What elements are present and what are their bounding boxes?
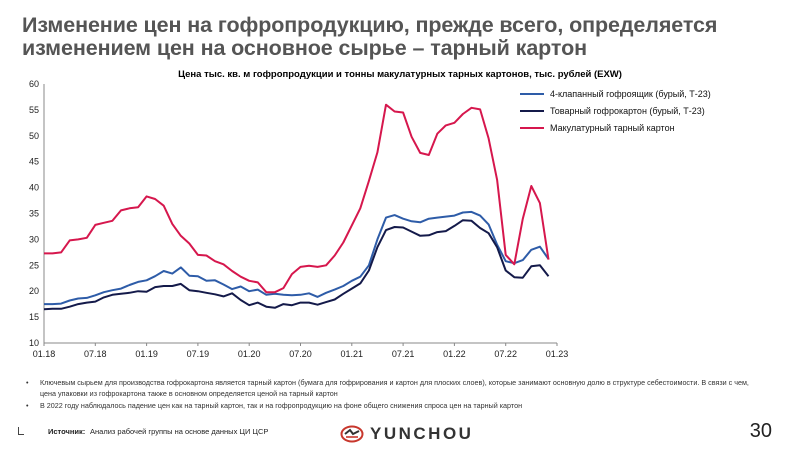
series-line-1 bbox=[43, 219, 550, 311]
x-tick-label: 07.19 bbox=[187, 349, 210, 359]
x-tick-label: 01.23 bbox=[546, 349, 569, 359]
legend-label: Макулатурный тарный картон bbox=[550, 122, 675, 133]
source-text: Анализ рабочей группы на основе данных Ц… bbox=[90, 427, 269, 436]
slide-footer: Источник: Анализ рабочей группы на основ… bbox=[18, 420, 788, 448]
source-label: Источник: bbox=[48, 427, 86, 436]
bullet-item: • В 2022 году наблюдалось падение цен ка… bbox=[26, 401, 766, 412]
page-number: 30 bbox=[749, 420, 772, 442]
bullet-text: В 2022 году наблюдалось падение цен как … bbox=[40, 401, 523, 410]
y-tick-label: 60 bbox=[29, 79, 39, 89]
series-line-0 bbox=[44, 210, 550, 306]
price-line-chart: 10 15 20 25 30 35 40 45 50 55 60 01.18 07.18 01.19 07… bbox=[29, 79, 569, 359]
logo-mark-icon bbox=[340, 425, 364, 443]
x-tick-label: 01.18 bbox=[33, 349, 56, 359]
bullet-icon: • bbox=[26, 401, 29, 410]
y-tick-label: 50 bbox=[29, 131, 39, 141]
y-tick-label: 20 bbox=[29, 286, 39, 296]
x-tick-label: 01.19 bbox=[135, 349, 158, 359]
chart-axes bbox=[43, 84, 557, 344]
y-tick-label: 45 bbox=[29, 157, 39, 167]
y-tick-label: 10 bbox=[29, 338, 39, 348]
y-tick-label: 35 bbox=[29, 209, 39, 219]
y-tick-label: 40 bbox=[29, 183, 39, 193]
x-tick-label: 07.20 bbox=[289, 349, 312, 359]
y-tick-label: 25 bbox=[29, 260, 39, 270]
legend-item: Макулатурный тарный картон bbox=[520, 119, 711, 136]
y-tick-label: 15 bbox=[29, 312, 39, 322]
series-line-2 bbox=[44, 103, 550, 294]
chart-legend: 4-клапанный гофроящик (бурый, Т-23) Това… bbox=[520, 85, 711, 136]
bullet-icon: • bbox=[26, 378, 29, 387]
x-tick-label: 01.20 bbox=[238, 349, 261, 359]
bullet-list: • Ключевым сырьем для производства гофро… bbox=[26, 378, 766, 414]
company-logo: YUNCHOU bbox=[340, 424, 473, 444]
bullet-text: Ключевым сырьем для производства гофрока… bbox=[40, 378, 749, 398]
legend-swatch-blue bbox=[520, 92, 544, 95]
legend-swatch-red bbox=[520, 126, 544, 129]
slide-title: Изменение цен на гофропродукцию, прежде … bbox=[22, 13, 718, 60]
legend-item: 4-клапанный гофроящик (бурый, Т-23) bbox=[520, 85, 711, 102]
series-lines bbox=[43, 103, 550, 311]
y-tick-label: 30 bbox=[29, 234, 39, 244]
x-tick-label: 07.18 bbox=[84, 349, 107, 359]
x-tick-label: 07.22 bbox=[494, 349, 517, 359]
x-tick-label: 01.21 bbox=[341, 349, 364, 359]
x-tick-label: 07.21 bbox=[392, 349, 415, 359]
bullet-item: • Ключевым сырьем для производства гофро… bbox=[26, 378, 766, 399]
x-tick-label: 01.22 bbox=[443, 349, 466, 359]
legend-label: 4-клапанный гофроящик (бурый, Т-23) bbox=[550, 88, 711, 99]
logo-text: YUNCHOU bbox=[370, 424, 474, 443]
legend-label: Товарный гофрокартон (бурый, Т-23) bbox=[550, 105, 705, 116]
y-axis-ticks: 10 15 20 25 30 35 40 45 50 55 60 bbox=[29, 79, 39, 348]
corner-bracket-icon bbox=[18, 427, 24, 435]
y-tick-label: 55 bbox=[29, 105, 39, 115]
chart-title: Цена тыс. кв. м гофропродукции и тонны м… bbox=[178, 69, 622, 80]
x-axis-ticks: 01.18 07.18 01.19 07.19 01.20 07.20 01.21 07.21… bbox=[33, 343, 569, 359]
legend-item: Товарный гофрокартон (бурый, Т-23) bbox=[520, 102, 711, 119]
legend-swatch-navy bbox=[520, 109, 544, 112]
